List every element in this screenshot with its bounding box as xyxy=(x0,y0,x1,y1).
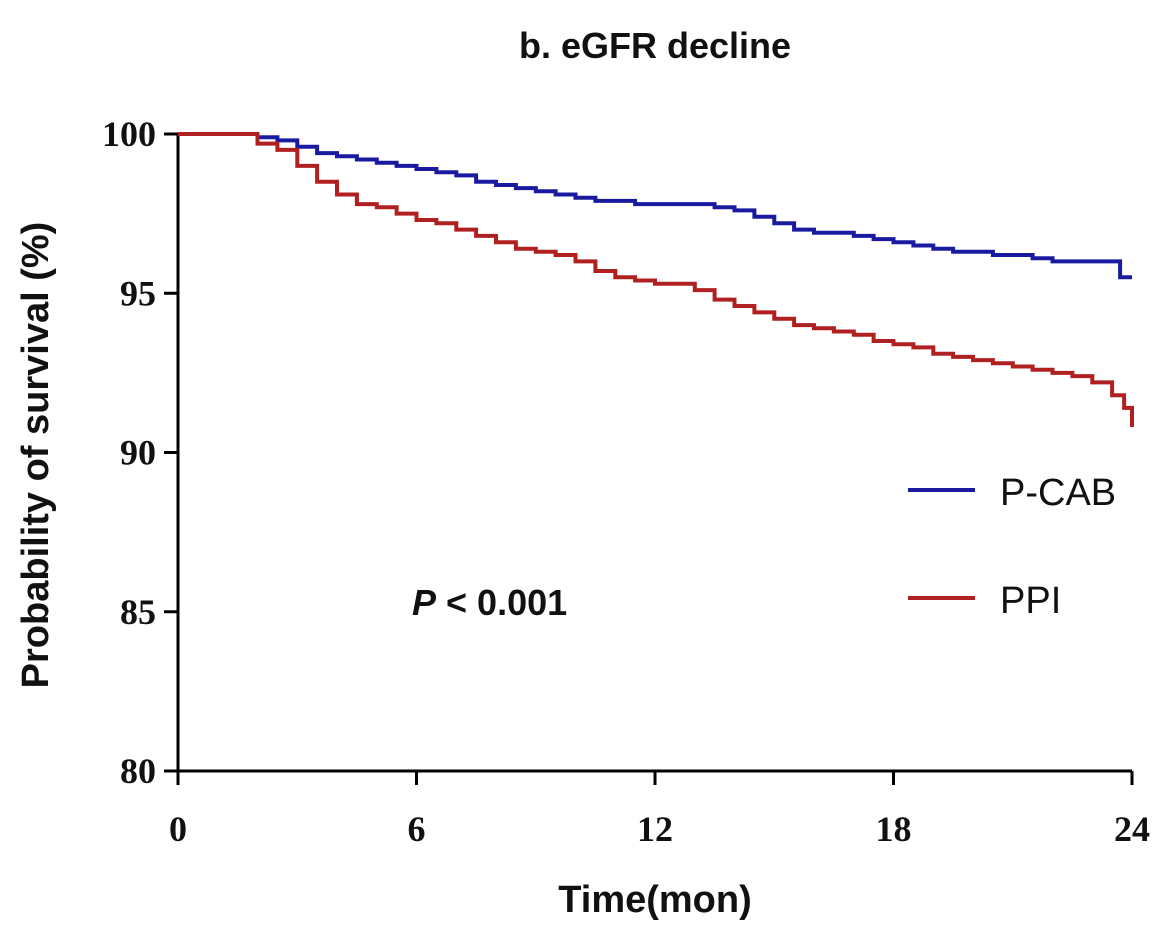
p-value-text: < 0.001 xyxy=(436,582,567,623)
chart-title: b. eGFR decline xyxy=(519,25,791,66)
x-axis-label: Time(mon) xyxy=(558,879,752,921)
x-tick-label: 0 xyxy=(169,809,187,849)
y-tick-label: 90 xyxy=(120,433,156,473)
legend-label-p-cab: P-CAB xyxy=(1000,472,1116,514)
y-tick-label: 95 xyxy=(120,273,156,313)
p-value-letter: P xyxy=(412,582,437,623)
x-tick-label: 24 xyxy=(1114,809,1150,849)
x-tick-label: 6 xyxy=(408,809,426,849)
x-tick-label: 12 xyxy=(637,809,673,849)
legend-label-ppi: PPI xyxy=(1000,580,1061,622)
series-line-p-cab xyxy=(178,132,1132,280)
p-value-annotation: P < 0.001 xyxy=(412,582,567,623)
y-tick-label: 100 xyxy=(102,114,156,154)
y-tick-label: 80 xyxy=(120,751,156,791)
y-axis-label: Probability of survival (%) xyxy=(15,222,57,689)
legend: P-CAB PPI xyxy=(908,472,1116,622)
series-line-ppi xyxy=(178,132,1134,427)
y-tick-label: 85 xyxy=(120,592,156,632)
x-tick-label: 18 xyxy=(876,809,912,849)
